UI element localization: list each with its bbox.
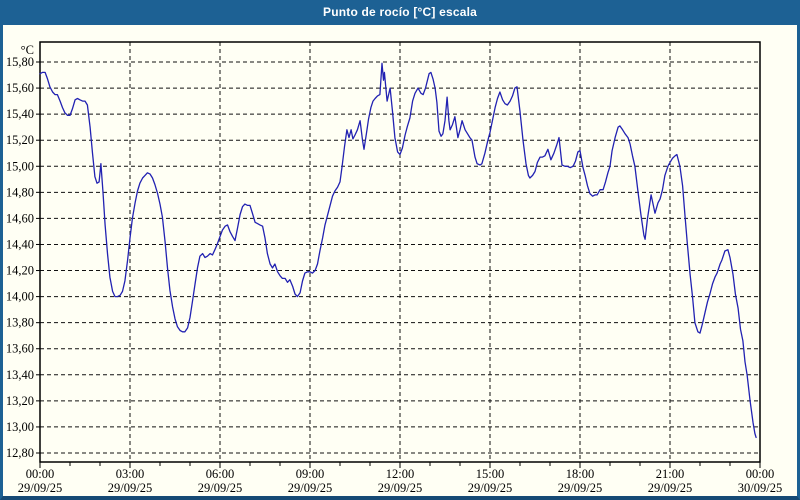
title-bar: Punto de rocío [°C] escala: [0, 0, 800, 25]
x-axis-time-label: 06:00: [206, 467, 234, 481]
x-axis-date-label: 29/09/25: [288, 481, 332, 495]
dewpoint-chart: 15,80 15,60 15,40 15,20 15,00 14,80 14,60 14,40…: [6, 41, 782, 495]
chart-area: 15,80 15,60 15,40 15,20 15,00 14,80 14,60 14,40…: [0, 25, 800, 500]
y-unit-label: °C: [21, 43, 34, 57]
chart-title: Punto de rocío [°C] escala: [322, 5, 478, 19]
x-axis-time-label: 15:00: [476, 467, 504, 481]
y-axis-label: 14,60: [6, 211, 34, 225]
y-axis-label: 13,00: [6, 420, 34, 434]
y-axis-label: 15,20: [6, 133, 34, 147]
x-axis-date-label: 29/09/25: [648, 481, 692, 495]
x-axis-date-label: 29/09/25: [558, 481, 602, 495]
x-axis-time-label: 12:00: [386, 467, 414, 481]
x-axis-time-label: 00:00: [26, 467, 54, 481]
y-axis-label: 12,80: [6, 446, 34, 460]
y-axis-label: 15,60: [6, 81, 34, 95]
y-axis-label: 15,80: [6, 55, 34, 69]
x-axis-date-label: 29/09/25: [378, 481, 422, 495]
x-axis-time-label: 21:00: [656, 467, 684, 481]
x-axis-time-label: 09:00: [296, 467, 324, 481]
y-axis-label: 14,20: [6, 264, 34, 278]
x-axis-date-label: 29/09/25: [198, 481, 242, 495]
x-axis-time-label: 18:00: [566, 467, 594, 481]
y-axis-label: 14,00: [6, 290, 34, 304]
y-axis-label: 13,60: [6, 342, 34, 356]
y-axis-label: 15,40: [6, 107, 34, 121]
x-axis-date-label: 29/09/25: [468, 481, 512, 495]
x-axis-time-label: 03:00: [116, 467, 144, 481]
y-axis-label: 14,80: [6, 185, 34, 199]
y-axis-label: 14,40: [6, 237, 34, 251]
x-axis-date-label: 29/09/25: [18, 481, 62, 495]
y-axis-label: 13,80: [6, 316, 34, 330]
plot-border: [39, 41, 761, 463]
y-axis-label: 15,00: [6, 159, 34, 173]
x-axis-date-label: 29/09/25: [108, 481, 152, 495]
y-axis-label: 13,40: [6, 368, 34, 382]
x-axis-date-label: 30/09/25: [738, 481, 782, 495]
y-axis-label: 13,20: [6, 394, 34, 408]
x-axis-time-label: 00:00: [746, 467, 774, 481]
series-line: [39, 62, 757, 439]
